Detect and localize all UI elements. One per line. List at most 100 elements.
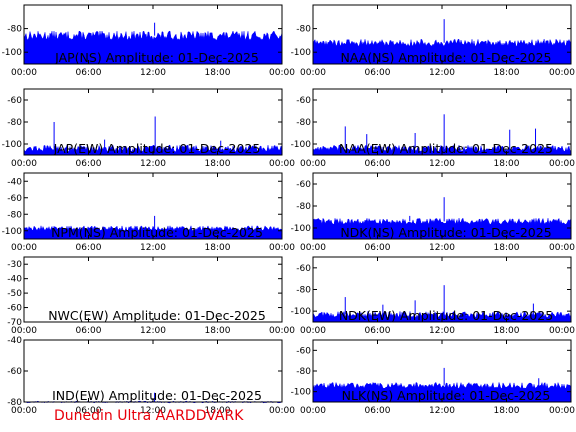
panel-2-background bbox=[24, 89, 282, 155]
panel-2-xtick-label-4: 00:00 bbox=[269, 159, 295, 169]
panel-2-ytick-label-0: -60 bbox=[7, 96, 22, 106]
panel-8-xtick-label-3: 18:00 bbox=[205, 406, 231, 416]
panel-3-xtick-label-1: 06:00 bbox=[365, 159, 391, 169]
panel-4-ytick-label-0: -40 bbox=[7, 177, 22, 187]
panel-5-xtick-label-2: 12:00 bbox=[429, 243, 455, 253]
panel-7-ytick-label-2: -100 bbox=[291, 307, 312, 317]
panel-5-title: NDK(NS) Amplitude: 01-Dec-2025 bbox=[340, 225, 551, 240]
panel-4-xtick-label-3: 18:00 bbox=[205, 243, 231, 253]
panel-7-xtick-label-0: 00:00 bbox=[300, 326, 326, 336]
panel-8-xtick-label-0: 00:00 bbox=[11, 406, 37, 416]
panel-2-xtick-label-2: 12:00 bbox=[140, 159, 166, 169]
panel-4-xtick-label-2: 12:00 bbox=[140, 243, 166, 253]
panel-5-xtick-label-1: 06:00 bbox=[365, 243, 391, 253]
panel-1-xtick-label-1: 06:00 bbox=[365, 68, 391, 78]
panel-3-ytick-label-2: -100 bbox=[291, 140, 312, 150]
panel-3-ytick-label-0: -60 bbox=[296, 96, 311, 106]
panel-5-xtick-label-0: 00:00 bbox=[300, 243, 326, 253]
panel-3-ytick-label-1: -80 bbox=[296, 118, 311, 128]
panel-0-xtick-label-2: 12:00 bbox=[140, 68, 166, 78]
panel-2-xtick-label-0: 00:00 bbox=[11, 159, 37, 169]
panel-8-ytick-label-1: -60 bbox=[7, 367, 22, 377]
panel-0-ytick-label-0: -80 bbox=[7, 25, 22, 35]
panel-2-xtick-label-3: 18:00 bbox=[205, 159, 231, 169]
panel-1-xtick-label-4: 00:00 bbox=[549, 68, 575, 78]
panel-6-xtick-label-3: 18:00 bbox=[205, 326, 231, 336]
panel-1-xtick-label-2: 12:00 bbox=[429, 68, 455, 78]
panel-0-xtick-label-3: 18:00 bbox=[205, 68, 231, 78]
panel-7-title: NDK(EW) Amplitude: 01-Dec-2025 bbox=[339, 308, 553, 323]
panel-6-ytick-label-4: -70 bbox=[7, 318, 22, 328]
panel-9-amplitude-trace bbox=[312, 381, 572, 403]
panel-5-ytick-label-2: -100 bbox=[291, 224, 312, 234]
panel-2-ytick-label-1: -80 bbox=[7, 118, 22, 128]
panel-6-xtick-label-1: 06:00 bbox=[76, 326, 102, 336]
panel-4-xtick-label-1: 06:00 bbox=[76, 243, 102, 253]
panel-3-xtick-label-0: 00:00 bbox=[300, 159, 326, 169]
panel-3-xtick-label-2: 12:00 bbox=[429, 159, 455, 169]
panel-8-title: IND(EW) Amplitude: 01-Dec-2025 bbox=[52, 388, 262, 403]
panel-6-ytick-label-2: -50 bbox=[7, 289, 22, 299]
panel-0-xtick-label-0: 00:00 bbox=[11, 68, 37, 78]
panel-7-xtick-label-2: 12:00 bbox=[429, 326, 455, 336]
panel-6-ytick-label-1: -40 bbox=[7, 275, 22, 285]
panel-7-xtick-label-3: 18:00 bbox=[494, 326, 520, 336]
panel-0-xtick-label-4: 00:00 bbox=[269, 68, 295, 78]
panel-7-ytick-label-0: -60 bbox=[296, 264, 311, 274]
panel-9-ytick-label-1: -80 bbox=[296, 367, 311, 377]
panel-8-background bbox=[24, 340, 282, 402]
panel-4-ytick-label-1: -60 bbox=[7, 194, 22, 204]
panel-6-xtick-label-0: 00:00 bbox=[11, 326, 37, 336]
panel-9-xtick-label-3: 18:00 bbox=[494, 406, 520, 416]
panel-1-xtick-label-0: 00:00 bbox=[300, 68, 326, 78]
panel-8-ytick-label-2: -80 bbox=[7, 398, 22, 408]
panel-5-amplitude-trace bbox=[312, 217, 572, 240]
panel-7-ytick-label-1: -80 bbox=[296, 286, 311, 296]
panel-0-title: JAP(NS) Amplitude: 01-Dec-2025 bbox=[54, 50, 259, 65]
panel-4-ytick-label-2: -80 bbox=[7, 210, 22, 220]
panel-1-ytick-label-1: -100 bbox=[291, 48, 312, 58]
panel-5-ytick-label-1: -80 bbox=[296, 202, 311, 212]
panel-7-background bbox=[313, 257, 571, 322]
panel-4-xtick-label-4: 00:00 bbox=[269, 243, 295, 253]
panel-9-title: NLK(NS) Amplitude: 01-Dec-2025 bbox=[342, 388, 551, 403]
panel-6-ytick-label-0: -30 bbox=[7, 260, 22, 270]
panel-5-ytick-label-0: -60 bbox=[296, 180, 311, 190]
panel-3-title: NAA(EW) Amplitude: 01-Dec-2025 bbox=[339, 141, 553, 156]
panel-0-xtick-label-1: 06:00 bbox=[76, 68, 102, 78]
panel-9-xtick-label-0: 00:00 bbox=[300, 406, 326, 416]
panel-1-ytick-label-0: -80 bbox=[296, 25, 311, 35]
panel-2-title: JAP(EW) Amplitude: 01-Dec-2025 bbox=[53, 141, 261, 156]
panel-2-ytick-label-2: -100 bbox=[2, 140, 23, 150]
panel-4-xtick-label-0: 00:00 bbox=[11, 243, 37, 253]
panel-3-background bbox=[313, 89, 571, 155]
panel-1-xtick-label-3: 18:00 bbox=[494, 68, 520, 78]
panel-5-xtick-label-4: 00:00 bbox=[549, 243, 575, 253]
panel-0-ytick-label-1: -100 bbox=[2, 48, 23, 58]
panel-4-title: NPM(NS) Amplitude: 01-Dec-2025 bbox=[51, 225, 263, 240]
panel-6-ytick-label-3: -60 bbox=[7, 304, 22, 314]
panel-3-xtick-label-3: 18:00 bbox=[494, 159, 520, 169]
panel-1-amplitude-trace bbox=[312, 38, 572, 65]
panel-8-xtick-label-4: 00:00 bbox=[269, 406, 295, 416]
panel-8-xtick-label-1: 06:00 bbox=[76, 406, 102, 416]
panel-8-ytick-label-0: -40 bbox=[7, 336, 22, 346]
panel-9-ytick-label-2: -100 bbox=[291, 388, 312, 398]
panel-6-background bbox=[24, 257, 282, 322]
panel-6-xtick-label-2: 12:00 bbox=[140, 326, 166, 336]
panel-9-xtick-label-1: 06:00 bbox=[365, 406, 391, 416]
panel-3-xtick-label-4: 00:00 bbox=[549, 159, 575, 169]
panel-4-ytick-label-3: -100 bbox=[2, 227, 23, 237]
panel-0-amplitude-trace bbox=[23, 30, 283, 65]
panel-8-xtick-label-2: 12:00 bbox=[140, 406, 166, 416]
panel-9-xtick-label-2: 12:00 bbox=[429, 406, 455, 416]
panel-2-xtick-label-1: 06:00 bbox=[76, 159, 102, 169]
panel-1-title: NAA(NS) Amplitude: 01-Dec-2025 bbox=[341, 50, 552, 65]
panel-5-xtick-label-3: 18:00 bbox=[494, 243, 520, 253]
panel-7-xtick-label-4: 00:00 bbox=[549, 326, 575, 336]
panel-9-xtick-label-4: 00:00 bbox=[549, 406, 575, 416]
credit-label: Dunedin Ultra AARDDVARK bbox=[54, 408, 244, 424]
panel-7-xtick-label-1: 06:00 bbox=[365, 326, 391, 336]
panel-9-ytick-label-0: -60 bbox=[296, 346, 311, 356]
